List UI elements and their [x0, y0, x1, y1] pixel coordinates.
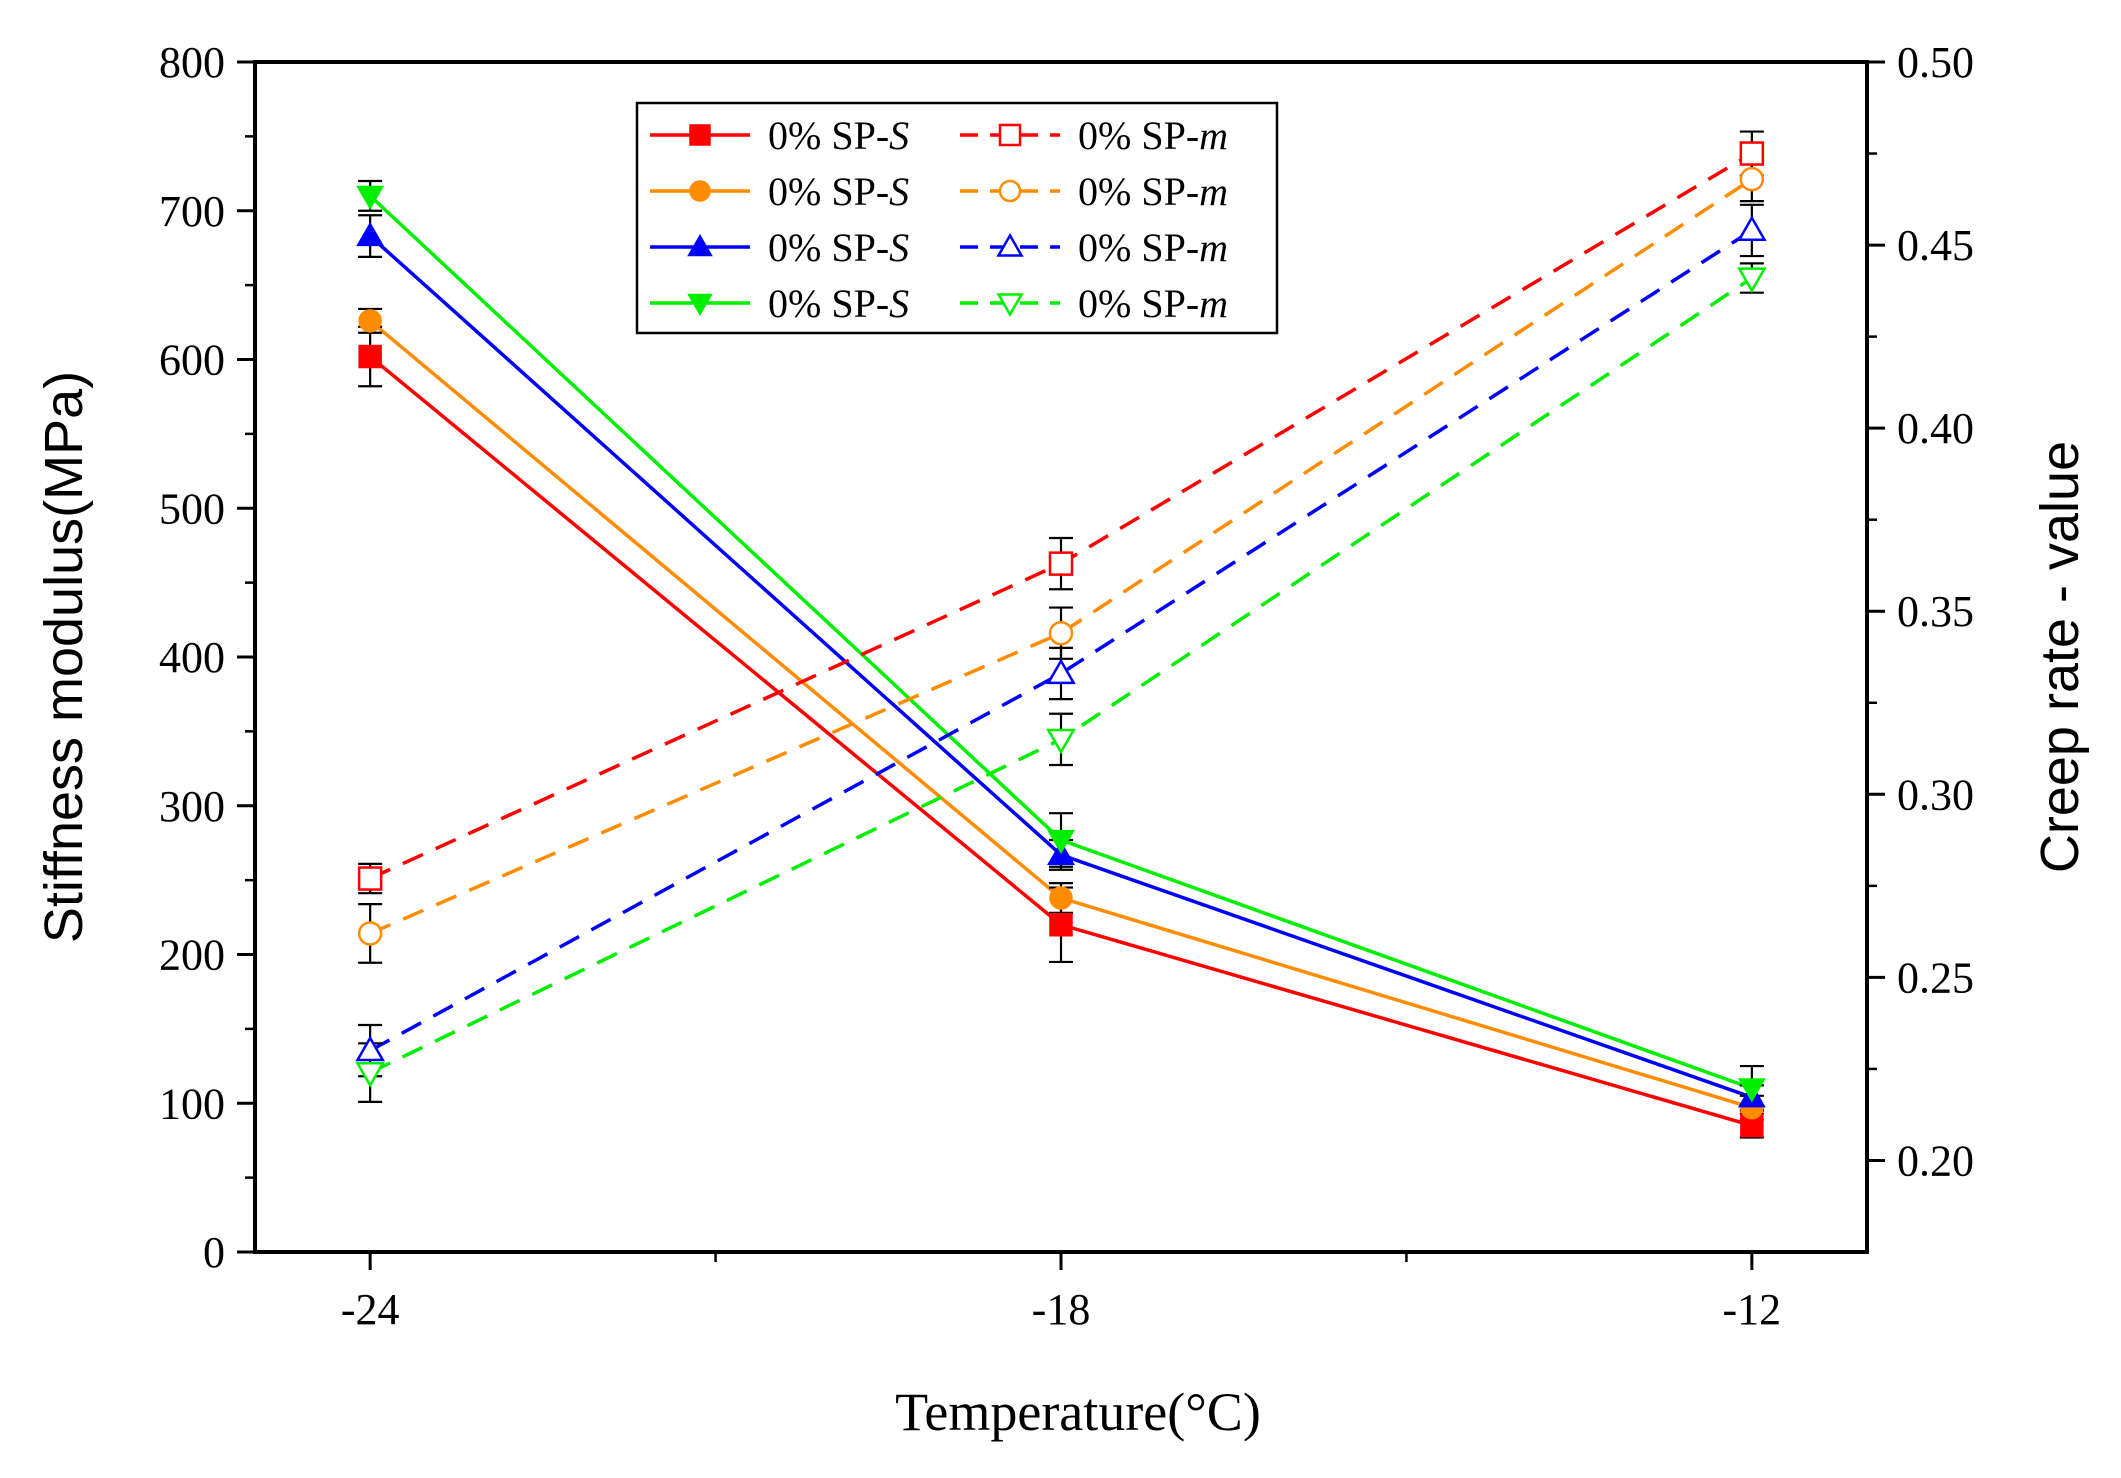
right-y-tick-label: 0.35 [1897, 587, 1974, 636]
legend-marker-8 [996, 293, 1024, 318]
left-y-tick-label: 200 [159, 931, 225, 980]
legend-marker-2 [689, 180, 711, 202]
series-point-6 [1048, 620, 1074, 646]
series-point-4 [1047, 829, 1075, 855]
legend-label-5: 0% SP-m [1078, 113, 1228, 158]
series-point-1 [1049, 913, 1073, 937]
legend: 0% SP-S 0% SP-S 0% SP-S 0% SP-S 0% SP-m 0% SP… [635, 101, 1279, 335]
series-line-7 [369, 228, 1753, 1053]
series-point-6 [357, 921, 383, 946]
legend-marker-3 [687, 233, 713, 257]
left-y-tick-label: 100 [159, 1079, 225, 1128]
series-point-8 [1737, 267, 1767, 294]
series-point-7 [355, 1035, 385, 1062]
legend-marker-5 [998, 123, 1022, 147]
series-point-7 [1737, 215, 1767, 242]
right-y-tick-label: 0.20 [1897, 1136, 1974, 1185]
left-y-tick-label: 800 [159, 38, 225, 87]
series-point-3 [356, 221, 385, 247]
left-y-tick-label: 400 [159, 633, 225, 682]
x-tick-label: -18 [1032, 1285, 1091, 1334]
legend-entries: 0% SP-S 0% SP-S 0% SP-S 0% SP-S 0% SP-m 0% SP… [650, 113, 1228, 326]
series-point-2 [1049, 886, 1073, 910]
left-y-tick-label: 500 [159, 484, 225, 533]
legend-marker-1 [689, 124, 711, 146]
left-y-tick-label: 700 [159, 187, 225, 236]
series-point-6 [1739, 166, 1765, 192]
series-line-6 [369, 177, 1753, 936]
legend-label-1: 0% SP-S [768, 113, 909, 158]
series-point-7 [1046, 658, 1076, 685]
series-point-8 [1046, 728, 1076, 755]
series-point-2 [358, 309, 382, 333]
right-y-tick-label: 0.50 [1897, 38, 1974, 87]
x-axis-title: Temperature(°C) [895, 1382, 1261, 1442]
legend-label-3: 0% SP-S [768, 225, 909, 270]
series-point-5 [1048, 551, 1074, 576]
right-y-tick-label: 0.45 [1897, 221, 1974, 270]
right-y-tick-label: 0.25 [1897, 953, 1974, 1002]
legend-label-8: 0% SP-m [1078, 281, 1228, 326]
x-tick-label: -12 [1723, 1285, 1782, 1334]
right-y-tick-label: 0.40 [1897, 404, 1974, 453]
legend-label-6: 0% SP-m [1078, 169, 1228, 214]
legend-marker-4 [687, 293, 713, 317]
right-y-tick-label: 0.30 [1897, 770, 1974, 819]
series-point-5 [1739, 141, 1765, 166]
left-y-tick-label: 600 [159, 336, 225, 385]
x-tick-label: -24 [341, 1285, 400, 1334]
axis-ticks: -24 -18 -12 0 100 200 300 400 500 600 700 800 0.20 0.… [159, 38, 1974, 1334]
series-markers [355, 141, 1767, 1138]
right-y-axis-title: Creep rate - value [2030, 441, 2090, 873]
series-point-4 [356, 185, 385, 211]
left-y-tick-label: 300 [159, 782, 225, 831]
left-y-tick-label: 0 [203, 1228, 225, 1277]
legend-marker-7 [996, 232, 1024, 257]
legend-label-7: 0% SP-m [1078, 225, 1228, 270]
series-point-4 [1737, 1078, 1766, 1103]
legend-label-2: 0% SP-S [768, 169, 909, 214]
legend-marker-6 [998, 179, 1022, 203]
series-point-1 [358, 344, 382, 369]
series-point-8 [355, 1061, 385, 1088]
legend-label-4: 0% SP-S [768, 281, 909, 326]
left-y-axis-title: Stiffness modulus(MPa) [34, 371, 94, 943]
legend-box [635, 101, 1279, 335]
series-point-5 [357, 866, 383, 891]
